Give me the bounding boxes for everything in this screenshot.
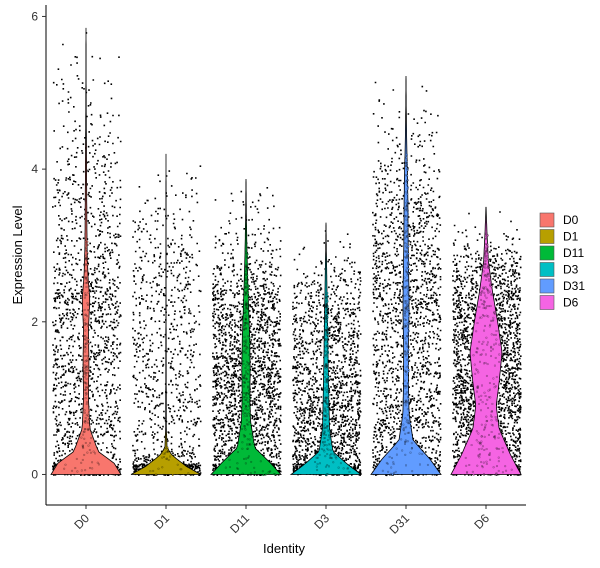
legend-label-D0: D0	[563, 213, 579, 227]
violin-points-D3	[314, 292, 351, 476]
legend-label-D3: D3	[563, 263, 579, 277]
x-axis-title: Identity	[263, 541, 305, 556]
violin-D3	[289, 222, 363, 475]
violin-D6	[450, 206, 522, 475]
jitter-points-D11	[212, 187, 282, 477]
legend-key-D11	[539, 245, 555, 261]
legend-label-D11: D11	[563, 246, 584, 260]
violin-points-D6	[464, 232, 513, 476]
x-tick-label-D0: D0	[71, 511, 92, 532]
y-tick-label-6: 6	[31, 9, 38, 23]
violin-points-D0	[63, 239, 100, 476]
legend-key-D6	[539, 295, 555, 310]
legend-label-D6: D6	[563, 296, 579, 310]
x-tick-label-D3: D3	[311, 511, 332, 532]
y-tick-label-4: 4	[31, 162, 38, 176]
jitter-points-D31	[372, 81, 442, 477]
x-tick-label-D1: D1	[151, 511, 172, 532]
jitter-points-D3	[292, 230, 362, 477]
y-tick-label-0: 0	[31, 467, 38, 481]
violin-points-D31	[382, 153, 429, 476]
violin-D31	[370, 75, 442, 475]
jitter-points-layer	[52, 32, 522, 477]
violins-layer	[50, 27, 522, 476]
legend-label-D1: D1	[563, 230, 579, 244]
violin-D11	[210, 178, 282, 475]
violin-points-D11	[225, 251, 276, 476]
jitter-points-D6	[452, 211, 522, 476]
x-tick-label-D31: D31	[387, 511, 413, 537]
y-tick-label-2: 2	[31, 315, 38, 329]
x-tick-label-D11: D11	[227, 511, 252, 536]
y-axis-title: Expression Level	[10, 205, 25, 304]
x-tick-label-D6: D6	[471, 511, 492, 532]
violin-D1	[130, 153, 202, 475]
legend: D0 D1 D11 D3 D31 D6	[539, 212, 585, 310]
violin-points-D1	[149, 446, 190, 476]
legend-key-D1	[539, 229, 555, 244]
legend-key-D3	[539, 262, 555, 277]
legend-key-D0	[539, 212, 555, 228]
legend-label-D31: D31	[563, 279, 585, 293]
legend-key-D31	[539, 278, 555, 294]
